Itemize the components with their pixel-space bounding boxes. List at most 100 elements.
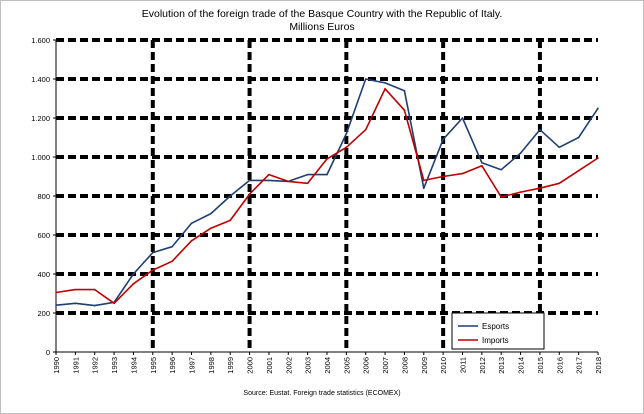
x-tick-label: 2009 — [420, 357, 429, 374]
x-tick-label: 2012 — [478, 357, 487, 374]
data-point-esports — [171, 245, 173, 248]
x-tick-label: 1994 — [129, 357, 138, 374]
data-point-esports — [55, 304, 57, 307]
data-point-esports — [248, 179, 251, 182]
x-tick-label: 2018 — [594, 357, 603, 374]
data-point-esports — [93, 304, 96, 307]
data-point-imports — [403, 109, 406, 111]
data-point-esports — [190, 222, 193, 225]
x-tick-label: 2001 — [265, 357, 274, 374]
x-tick-label: 2004 — [323, 357, 332, 374]
y-tick-label: 800 — [37, 192, 50, 201]
data-point-imports — [539, 187, 541, 189]
data-point-imports — [55, 291, 57, 294]
x-tick-label: 2002 — [284, 357, 293, 374]
data-point-esports — [364, 78, 367, 80]
data-point-imports — [345, 146, 348, 149]
data-point-esports — [151, 251, 154, 254]
y-tick-label: 1.000 — [31, 153, 50, 162]
data-point-esports — [326, 173, 328, 176]
x-tick-label: 1993 — [110, 357, 119, 374]
data-point-imports — [558, 182, 561, 185]
x-tick-label: 1999 — [226, 357, 235, 374]
x-tick-label: 2011 — [459, 357, 468, 373]
x-tick-label: 2005 — [342, 357, 351, 374]
data-point-esports — [539, 128, 541, 131]
y-tick-label: 1.400 — [31, 75, 50, 84]
data-point-imports — [171, 260, 173, 263]
data-point-imports — [364, 128, 367, 131]
x-tick-label: 2015 — [536, 357, 545, 374]
data-point-imports — [481, 164, 483, 167]
x-tick-label: 2010 — [439, 357, 448, 374]
chart-title: Evolution of the foreign trade of the Ba… — [0, 8, 644, 34]
data-point-esports — [403, 89, 406, 92]
x-tick-label: 1990 — [52, 357, 61, 374]
data-point-esports — [268, 179, 270, 182]
data-point-esports — [577, 136, 580, 139]
data-point-esports — [210, 212, 212, 215]
x-tick-label: 2013 — [497, 357, 506, 374]
chart-subtitle: Millions Euros — [289, 21, 355, 33]
data-point-esports — [597, 107, 599, 110]
data-point-esports — [500, 168, 503, 171]
data-series — [55, 78, 599, 307]
x-tick-label: 2017 — [575, 357, 584, 374]
data-point-imports — [113, 302, 115, 305]
x-tick-label: 1995 — [149, 357, 158, 374]
data-point-imports — [210, 227, 212, 229]
chart-title-line: Evolution of the foreign trade of the Ba… — [141, 8, 503, 20]
data-point-esports — [306, 173, 309, 176]
y-tick-label: 0 — [46, 348, 50, 357]
data-point-imports — [384, 87, 386, 90]
data-point-esports — [461, 117, 464, 119]
data-point-imports — [326, 158, 328, 160]
data-point-imports — [287, 180, 290, 183]
data-point-esports — [422, 187, 425, 189]
data-point-imports — [268, 173, 270, 176]
data-point-imports — [442, 175, 444, 178]
data-point-esports — [481, 162, 483, 164]
gridlines — [56, 38, 598, 352]
data-point-imports — [597, 157, 599, 159]
x-tick-label: 1998 — [207, 357, 216, 374]
y-tick-label: 1.200 — [31, 114, 50, 123]
data-point-esports — [558, 146, 561, 149]
x-tick-label: 2014 — [517, 357, 526, 374]
data-point-imports — [306, 182, 309, 185]
data-point-imports — [151, 269, 154, 271]
data-point-imports — [74, 288, 77, 291]
data-point-imports — [461, 172, 464, 175]
y-tick-label: 200 — [37, 309, 50, 318]
data-point-imports — [577, 169, 580, 172]
x-tick-label: 1996 — [168, 357, 177, 374]
y-axis-ticks: 0 200 400 600 800 1.000 1.200 1.400 1.600 — [31, 36, 56, 357]
x-tick-label: 2006 — [362, 357, 371, 374]
x-tick-label: 1997 — [188, 357, 197, 374]
x-tick-label: 2003 — [304, 357, 313, 374]
legend-label: Esports — [482, 322, 509, 331]
x-tick-label: 1991 — [71, 357, 80, 374]
data-point-imports — [248, 193, 251, 195]
x-tick-label: 2000 — [246, 357, 255, 374]
x-axis-ticks: 1990 1991 1992 1993 1994 1995 1996 1997 1998 1999… — [52, 352, 603, 374]
data-point-esports — [229, 195, 232, 197]
data-point-esports — [384, 82, 386, 84]
source-note: Source: Eustat. Foreign trade statistics… — [243, 390, 401, 397]
x-tick-label: 2007 — [381, 357, 390, 374]
y-tick-label: 1.600 — [31, 36, 50, 45]
data-point-imports — [132, 282, 135, 285]
data-point-esports — [519, 152, 522, 154]
x-tick-label: 2016 — [555, 357, 564, 374]
legend-label: Imports — [482, 336, 509, 345]
legend-box — [451, 312, 545, 350]
data-point-esports — [345, 132, 348, 135]
data-point-esports — [442, 138, 444, 141]
x-tick-label: 1992 — [91, 357, 100, 374]
legend: Esports Imports — [451, 312, 545, 350]
data-point-imports — [519, 191, 522, 193]
x-tick-label: 2008 — [400, 357, 409, 374]
data-point-esports — [132, 273, 135, 275]
data-point-imports — [229, 219, 232, 222]
